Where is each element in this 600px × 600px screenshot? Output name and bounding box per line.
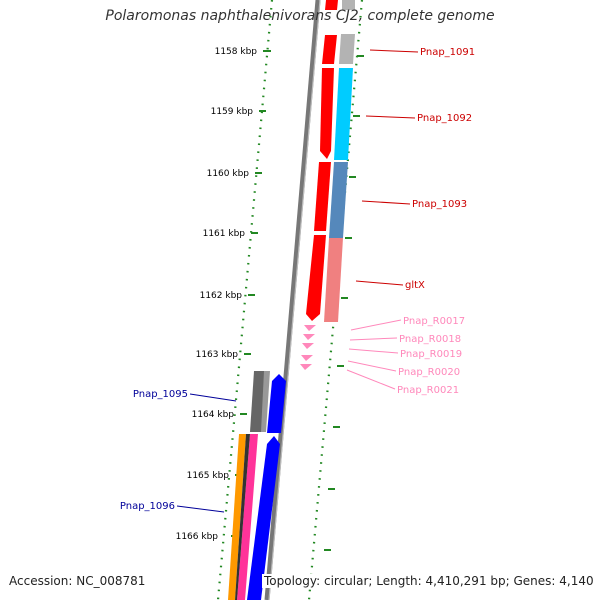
gene-gltx-box[interactable]: [324, 238, 343, 322]
scale-label: 1164 kbp: [192, 410, 235, 420]
scale-label: 1159 kbp: [211, 107, 254, 117]
gene-red-arrow-1093[interactable]: [314, 162, 331, 231]
scale-label: 1163 kbp: [196, 350, 239, 360]
connector-r0021: [346, 369, 396, 390]
connector-r0017: [350, 319, 402, 331]
gene-label-pnap-1092[interactable]: Pnap_1092: [417, 113, 472, 124]
gene-label-r0020[interactable]: Pnap_R0020: [398, 367, 460, 378]
blue-label-connectors: [176, 393, 237, 513]
gene-pnap-1092-box[interactable]: [334, 68, 353, 160]
rna-markers: [300, 325, 316, 370]
gene-label-r0017[interactable]: Pnap_R0017: [403, 316, 465, 327]
gene-label-pnap-1093[interactable]: Pnap_1093: [412, 199, 467, 210]
gene-label-r0019[interactable]: Pnap_R0019: [400, 349, 462, 360]
scale-label: 1161 kbp: [203, 229, 246, 239]
gene-pnap-1095-box-light[interactable]: [261, 371, 270, 432]
gene-red-arrow-1091[interactable]: [325, 0, 338, 10]
scale-label: 1158 kbp: [215, 47, 258, 57]
connector-r0018: [349, 337, 398, 341]
topology-text: Topology: circular; Length: 4,410,291 bp…: [262, 574, 596, 588]
gene-label-gltx[interactable]: gltX: [405, 280, 425, 291]
connector-pnap-1091: [369, 49, 419, 53]
genome-backbone: [264, 0, 321, 600]
connector-r0019: [348, 348, 399, 354]
accession-text: Accession: NC_008781: [9, 574, 146, 588]
connector-pnap-1092: [365, 115, 416, 119]
connector-pnap-1093: [361, 200, 411, 205]
scale-label: 1166 kbp: [176, 532, 219, 542]
gene-red-arrow-1091-body[interactable]: [322, 35, 337, 64]
gene-label-pnap-1096[interactable]: Pnap_1096: [120, 501, 175, 512]
rna-marker-r0017[interactable]: [304, 325, 316, 331]
red-label-connectors: [355, 49, 419, 286]
gene-blue-arrow-top[interactable]: [267, 374, 286, 433]
rna-marker-r0020[interactable]: [301, 355, 313, 361]
scale-label: 1165 kbp: [187, 471, 230, 481]
gene-red-arrow-1092[interactable]: [320, 68, 334, 159]
connector-gltx: [355, 280, 404, 286]
genome-title: Polaromonas naphthalenivorans CJ2, compl…: [105, 8, 495, 24]
gene-pnap-1091-stub[interactable]: [342, 0, 355, 10]
gene-label-pnap-1091[interactable]: Pnap_1091: [420, 47, 475, 58]
gene-pnap-1096-box[interactable]: [235, 434, 250, 600]
gene-labels: Pnap_1091 Pnap_1092 Pnap_1093 gltX Pnap_…: [120, 47, 475, 512]
gene-pnap-1091-box[interactable]: [339, 34, 355, 64]
gene-magenta-block[interactable]: [237, 434, 258, 600]
gene-blue-arrow-bottom[interactable]: [247, 436, 280, 600]
scale-labels: 1158 kbp 1159 kbp 1160 kbp 1161 kbp 1162…: [176, 47, 258, 542]
scale-ticks: [231, 50, 364, 551]
connector-r0020: [347, 360, 397, 372]
rna-marker-r0019[interactable]: [302, 343, 314, 349]
rna-marker-r0018[interactable]: [303, 334, 315, 340]
connector-pnap-1096: [176, 505, 225, 513]
gene-red-arrow-gltx[interactable]: [306, 235, 326, 321]
pink-label-connectors: [346, 319, 402, 390]
gene-pnap-1093-box[interactable]: [329, 162, 348, 238]
gene-label-r0021[interactable]: Pnap_R0021: [397, 385, 459, 396]
scale-label: 1160 kbp: [207, 169, 250, 179]
gene-label-pnap-1095[interactable]: Pnap_1095: [133, 389, 188, 400]
genome-backbone-highlight: [268, 0, 321, 600]
rna-marker-r0021[interactable]: [300, 364, 312, 370]
gene-label-r0018[interactable]: Pnap_R0018: [399, 334, 461, 345]
connector-pnap-1095: [189, 393, 237, 402]
gene-orange-block[interactable]: [228, 434, 246, 600]
scale-label: 1162 kbp: [200, 291, 243, 301]
